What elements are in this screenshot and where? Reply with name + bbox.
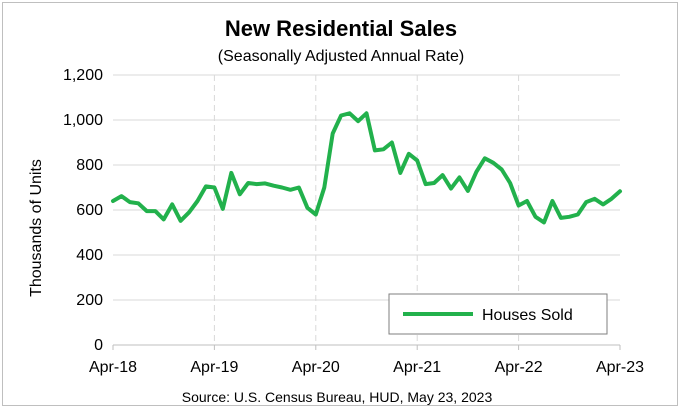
data-point [339, 114, 343, 118]
data-point [517, 204, 521, 208]
data-point [508, 181, 512, 185]
x-tick-label: Apr-23 [596, 359, 644, 376]
legend: Houses Sold [388, 293, 608, 335]
data-point [474, 170, 478, 174]
source-note: Source: U.S. Census Bureau, HUD, May 23,… [182, 389, 493, 405]
data-point [542, 220, 546, 224]
data-point [297, 186, 301, 190]
data-point [170, 202, 174, 206]
series-layer [111, 111, 622, 225]
data-point [390, 141, 394, 145]
data-point [280, 186, 284, 190]
data-point [356, 119, 360, 123]
x-tick-label: Apr-20 [292, 359, 340, 376]
data-point [576, 213, 580, 217]
x-tick-label: Apr-21 [393, 359, 441, 376]
data-point [221, 207, 225, 211]
data-point [212, 186, 216, 190]
chart-subtitle: (Seasonally Adjusted Annual Rate) [218, 48, 464, 65]
data-point [322, 186, 326, 190]
y-tick-label: 800 [76, 157, 103, 174]
y-tick-label: 600 [76, 202, 103, 219]
data-point [593, 197, 597, 201]
y-tick-label: 400 [76, 247, 103, 264]
data-point [424, 182, 428, 186]
data-point [272, 184, 276, 188]
data-point [500, 168, 504, 172]
data-point [432, 181, 436, 185]
data-point [550, 199, 554, 203]
data-point [136, 201, 140, 205]
data-point [255, 182, 259, 186]
data-point [187, 210, 191, 214]
data-point [457, 175, 461, 179]
data-point [331, 132, 335, 136]
y-tick-label: 1,200 [63, 67, 103, 84]
data-point [229, 171, 233, 175]
x-axis-ticks: Apr-18 Apr-19 Apr-20 Apr-21 Apr-22 Apr-23 [89, 345, 644, 376]
data-point [466, 189, 470, 193]
data-point [305, 206, 309, 210]
data-point [449, 187, 453, 191]
y-axis-title: Thousands of Units [28, 159, 45, 297]
series-line-houses-sold [111, 111, 622, 225]
y-tick-label: 200 [76, 292, 103, 309]
data-point [415, 159, 419, 163]
data-point [525, 199, 529, 203]
data-point [145, 209, 149, 213]
y-axis-ticks: 0 200 400 600 800 1,000 1,200 [63, 67, 103, 354]
data-point [204, 184, 208, 188]
chart-frame: New Residential Sales (Seasonally Adjust… [2, 2, 678, 406]
data-point [559, 216, 563, 220]
data-point [288, 188, 292, 192]
data-point [365, 111, 369, 115]
y-tick-label: 0 [94, 337, 103, 354]
data-point [381, 147, 385, 151]
data-point [407, 152, 411, 156]
data-point [601, 202, 605, 206]
data-point [567, 215, 571, 219]
x-tick-label: Apr-19 [190, 359, 238, 376]
data-point [534, 215, 538, 219]
data-point [246, 181, 250, 185]
data-point [398, 171, 402, 175]
data-point [162, 217, 166, 221]
data-point [491, 161, 495, 165]
data-point [196, 199, 200, 203]
data-point [111, 199, 115, 203]
data-point [584, 200, 588, 204]
data-point [120, 194, 124, 198]
data-point [610, 197, 614, 201]
data-point [441, 173, 445, 177]
chart-title: New Residential Sales [225, 16, 457, 41]
data-point [179, 219, 183, 223]
x-tick-label: Apr-22 [495, 359, 543, 376]
data-point [153, 209, 157, 213]
data-point [618, 189, 622, 193]
legend-label-houses-sold: Houses Sold [482, 307, 573, 324]
line-chart: New Residential Sales (Seasonally Adjust… [28, 16, 644, 405]
data-point [314, 213, 318, 217]
data-point [483, 156, 487, 160]
data-point [263, 181, 267, 185]
data-point [373, 148, 377, 152]
data-point [128, 200, 132, 204]
data-point [238, 192, 242, 196]
data-point [348, 111, 352, 115]
x-tick-label: Apr-18 [89, 359, 137, 376]
y-tick-label: 1,000 [63, 112, 103, 129]
